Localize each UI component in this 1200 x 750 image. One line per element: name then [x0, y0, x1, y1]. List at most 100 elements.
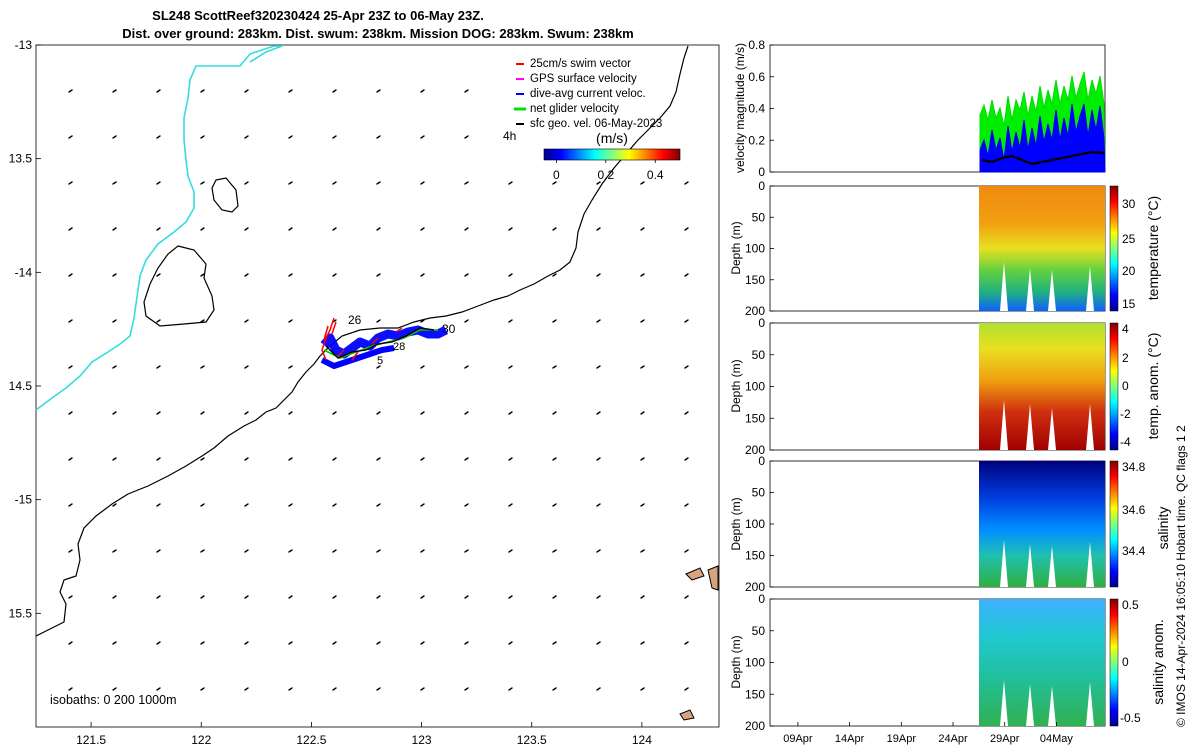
- depth-tick-label: 50: [752, 210, 766, 224]
- current-vector: [464, 365, 469, 369]
- current-vector: [332, 273, 337, 277]
- current-vector: [420, 89, 425, 93]
- footer-note: © IMOS 14-Apr-2024 16:05:10 Hobart time.…: [1174, 425, 1188, 727]
- temperature-cbar-label: temperature (°C): [1145, 196, 1161, 300]
- current-vector: [596, 641, 601, 645]
- current-vector: [200, 89, 205, 93]
- current-vector: [376, 181, 381, 185]
- map-x-tick-label: 123: [412, 733, 432, 747]
- current-vector: [552, 365, 557, 369]
- depth-tick-label: 200: [745, 580, 765, 594]
- current-vector: [420, 457, 425, 461]
- temp-anom-cbar-tick: -2: [1120, 407, 1131, 421]
- temp-anom-cbar-tick: 2: [1122, 351, 1129, 365]
- current-vector: [244, 135, 249, 139]
- current-vector: [596, 595, 601, 599]
- current-vector: [508, 273, 513, 277]
- salinity-panel: 0 50 100 150 200 Depth (m) 34.8 34.6 34.4 sa…: [729, 454, 1171, 594]
- current-vector: [68, 319, 73, 323]
- current-vector: [288, 503, 293, 507]
- current-vector: [508, 549, 513, 553]
- map-x-tick-label: 123.5: [517, 733, 547, 747]
- svg-text:GPS surface velocity: GPS surface velocity: [530, 73, 637, 85]
- current-vector: [684, 181, 689, 185]
- temperature-cbar-tick: 20: [1122, 264, 1136, 278]
- temperature-field: [979, 186, 1105, 311]
- current-vector: [376, 227, 381, 231]
- current-vector: [420, 227, 425, 231]
- current-vector: [596, 411, 601, 415]
- current-vector: [200, 181, 205, 185]
- current-vector: [332, 595, 337, 599]
- glider-track: 26 30 28 5: [320, 313, 456, 369]
- sal-anom-panel: 0 50 100 150 200 Depth (m) 0.5 0 -0.5 salini…: [729, 592, 1166, 733]
- current-vector: [684, 595, 689, 599]
- current-vector: [200, 457, 205, 461]
- velocity-panel: 0 0.2 0.4 0.6 0.8 velocity magnitude (m/s): [733, 38, 1106, 179]
- velocity-y-tick-label: 0.8: [748, 38, 765, 52]
- current-vector: [112, 319, 117, 323]
- current-vector: [464, 89, 469, 93]
- current-vector: [376, 549, 381, 553]
- current-vector: [112, 595, 117, 599]
- current-vector: [244, 687, 249, 691]
- depth-tick-label: 150: [745, 273, 765, 287]
- map-colorbar: [543, 148, 681, 161]
- current-vector: [464, 411, 469, 415]
- current-vector: [420, 365, 425, 369]
- current-vector: [640, 227, 645, 231]
- current-vector: [420, 595, 425, 599]
- depth-tick-label: 0: [758, 179, 765, 193]
- depth-tick-label: 200: [745, 304, 765, 318]
- current-vector: [640, 549, 645, 553]
- current-vector: [200, 135, 205, 139]
- current-vector: [508, 503, 513, 507]
- current-vector: [332, 641, 337, 645]
- current-vector: [244, 411, 249, 415]
- velocity-series: [979, 71, 1106, 173]
- current-vector: [464, 641, 469, 645]
- sal-anom-cbar-tick: 0: [1122, 655, 1129, 669]
- current-vector: [640, 411, 645, 415]
- current-vector: [684, 687, 689, 691]
- current-vector: [640, 687, 645, 691]
- track-label: 28: [393, 341, 405, 353]
- depth-tick-label: 200: [745, 719, 765, 733]
- current-vector-field: [68, 89, 689, 691]
- current-vector: [332, 411, 337, 415]
- current-vector: [332, 503, 337, 507]
- current-vector: [376, 687, 381, 691]
- time-tick-label: 09Apr: [783, 733, 813, 745]
- map-y-tick-label: 15.5: [9, 606, 33, 620]
- current-vector: [156, 687, 161, 691]
- isobaths-label: isobaths: 0 200 1000m: [50, 693, 176, 707]
- current-vector: [640, 319, 645, 323]
- title-line-1: SL248 ScottReef320230424 25-Apr 23Z to 0…: [152, 8, 484, 23]
- current-vector: [112, 411, 117, 415]
- current-vector: [244, 227, 249, 231]
- current-vector: [684, 227, 689, 231]
- current-vector: [68, 181, 73, 185]
- salinity-ylabel: Depth (m): [729, 497, 743, 550]
- current-vector: [68, 503, 73, 507]
- time-tick-label: 14Apr: [835, 733, 865, 745]
- current-vector: [288, 595, 293, 599]
- current-vector: [112, 687, 117, 691]
- current-vector: [684, 273, 689, 277]
- depth-tick-label: 200: [745, 443, 765, 457]
- current-vector: [244, 549, 249, 553]
- current-vector: [552, 641, 557, 645]
- current-vector: [420, 181, 425, 185]
- velocity-y-tick-label: 0.4: [748, 102, 765, 116]
- current-vector: [156, 227, 161, 231]
- temp-anom-colorbar: [1109, 322, 1119, 451]
- current-vector: [112, 457, 117, 461]
- map-y-axis: -13 13.5 -14 14.5 -15 15.5: [9, 38, 41, 620]
- current-vector: [332, 89, 337, 93]
- current-vector: [112, 135, 117, 139]
- current-vector: [508, 319, 513, 323]
- sfc-geo-vel-line: [981, 150, 1105, 166]
- sal-anom-field: [979, 599, 1105, 726]
- current-vector: [420, 273, 425, 277]
- current-vector: [288, 549, 293, 553]
